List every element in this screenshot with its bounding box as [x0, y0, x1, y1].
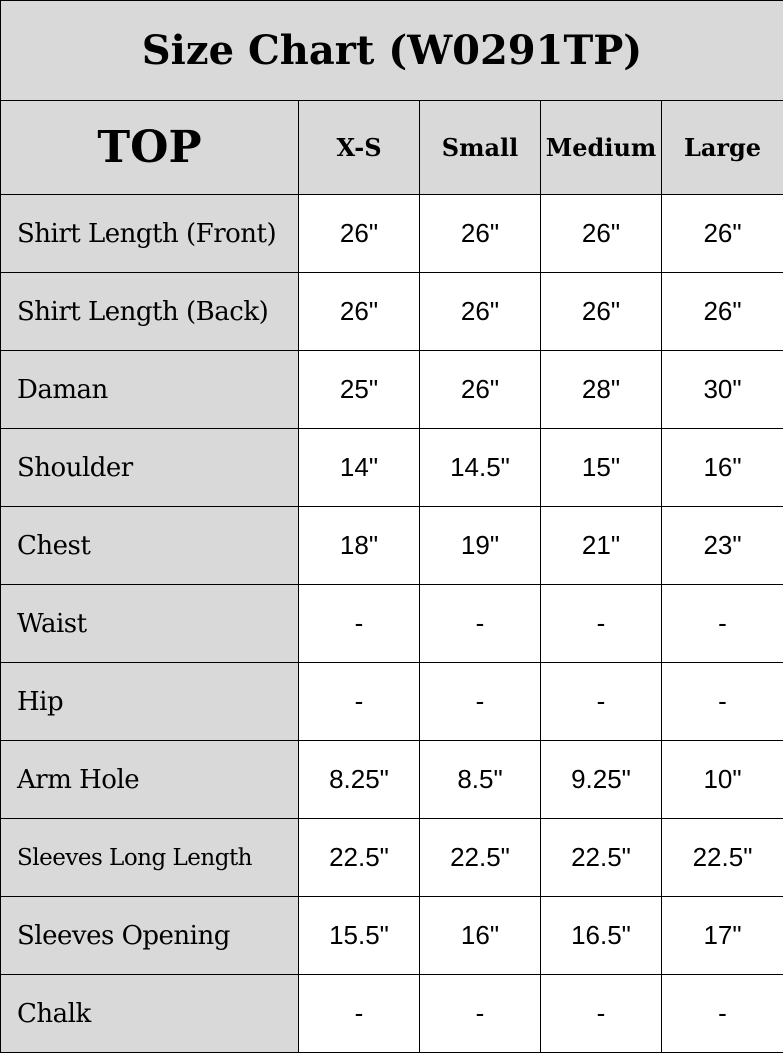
header-row: TOP X-S Small Medium Large: [0, 100, 783, 195]
row-label: Daman: [0, 350, 299, 429]
measurement-cell: -: [660, 584, 783, 663]
row-label: Sleeves Long Length: [0, 818, 299, 897]
measurement-cell: 26": [540, 194, 662, 273]
header-top-label: TOP: [0, 100, 299, 195]
measurement-cell: 10": [660, 740, 783, 819]
chart-title: Size Chart (W0291TP): [0, 0, 783, 101]
measurement-cell: 15": [540, 428, 662, 507]
table-row: Hip - - - -: [0, 662, 783, 741]
measurement-cell: 23": [660, 506, 783, 585]
table-row: Chest 18" 19" 21" 23": [0, 506, 783, 585]
table-row: Arm Hole 8.25" 8.5" 9.25" 10": [0, 740, 783, 819]
measurement-cell: 14.5": [419, 428, 541, 507]
measurement-cell: -: [419, 584, 541, 663]
measurement-cell: 26": [419, 272, 541, 351]
measurement-cell: 16": [419, 896, 541, 975]
measurement-cell: 28": [540, 350, 662, 429]
row-label: Shoulder: [0, 428, 299, 507]
measurement-cell: -: [298, 662, 420, 741]
measurement-cell: -: [419, 662, 541, 741]
table-row: Sleeves Long Length 22.5" 22.5" 22.5" 22.5": [0, 818, 783, 897]
measurement-cell: 8.25": [298, 740, 420, 819]
row-label: Chest: [0, 506, 299, 585]
table-row: Shirt Length (Front) 26" 26" 26" 26": [0, 194, 783, 273]
measurement-cell: -: [419, 974, 541, 1053]
measurement-cell: -: [298, 584, 420, 663]
measurement-cell: -: [540, 662, 662, 741]
measurement-cell: 15.5": [298, 896, 420, 975]
row-label: Chalk: [0, 974, 299, 1053]
measurement-cell: 19": [419, 506, 541, 585]
row-label: Arm Hole: [0, 740, 299, 819]
measurement-cell: 14": [298, 428, 420, 507]
measurement-cell: 17": [660, 896, 783, 975]
measurement-cell: 26": [298, 194, 420, 273]
measurement-cell: 26": [660, 194, 783, 273]
measurement-cell: 16.5": [540, 896, 662, 975]
measurement-cell: 26": [540, 272, 662, 351]
row-label: Hip: [0, 662, 299, 741]
measurement-cell: 8.5": [419, 740, 541, 819]
measurement-cell: 25": [298, 350, 420, 429]
measurement-cell: -: [540, 584, 662, 663]
header-size-xs: X-S: [298, 100, 420, 195]
table-row: Waist - - - -: [0, 584, 783, 663]
measurement-cell: 22.5": [660, 818, 783, 897]
measurement-cell: 26": [419, 350, 541, 429]
table-row: Shoulder 14" 14.5" 15" 16": [0, 428, 783, 507]
header-size-small: Small: [419, 100, 541, 195]
measurement-cell: 18": [298, 506, 420, 585]
measurement-cell: 9.25": [540, 740, 662, 819]
measurement-cell: -: [298, 974, 420, 1053]
measurement-cell: -: [660, 662, 783, 741]
row-label: Sleeves Opening: [0, 896, 299, 975]
measurement-cell: 21": [540, 506, 662, 585]
table-row: Chalk - - - -: [0, 974, 783, 1053]
row-label: Shirt Length (Back): [0, 272, 299, 351]
measurement-cell: 26": [298, 272, 420, 351]
measurement-cell: 22.5": [419, 818, 541, 897]
measurement-cell: 22.5": [298, 818, 420, 897]
measurement-cell: 26": [660, 272, 783, 351]
table-row: Daman 25" 26" 28" 30": [0, 350, 783, 429]
measurement-cell: 26": [419, 194, 541, 273]
row-label: Waist: [0, 584, 299, 663]
measurement-cell: 22.5": [540, 818, 662, 897]
measurement-cell: -: [540, 974, 662, 1053]
measurement-cell: 30": [660, 350, 783, 429]
header-size-medium: Medium: [540, 100, 662, 195]
measurement-cell: 16": [660, 428, 783, 507]
row-label: Shirt Length (Front): [0, 194, 299, 273]
header-size-large: Large: [660, 100, 783, 195]
table-row: Shirt Length (Back) 26" 26" 26" 26": [0, 272, 783, 351]
measurement-cell: -: [660, 974, 783, 1053]
table-row: Sleeves Opening 15.5" 16" 16.5" 17": [0, 896, 783, 975]
